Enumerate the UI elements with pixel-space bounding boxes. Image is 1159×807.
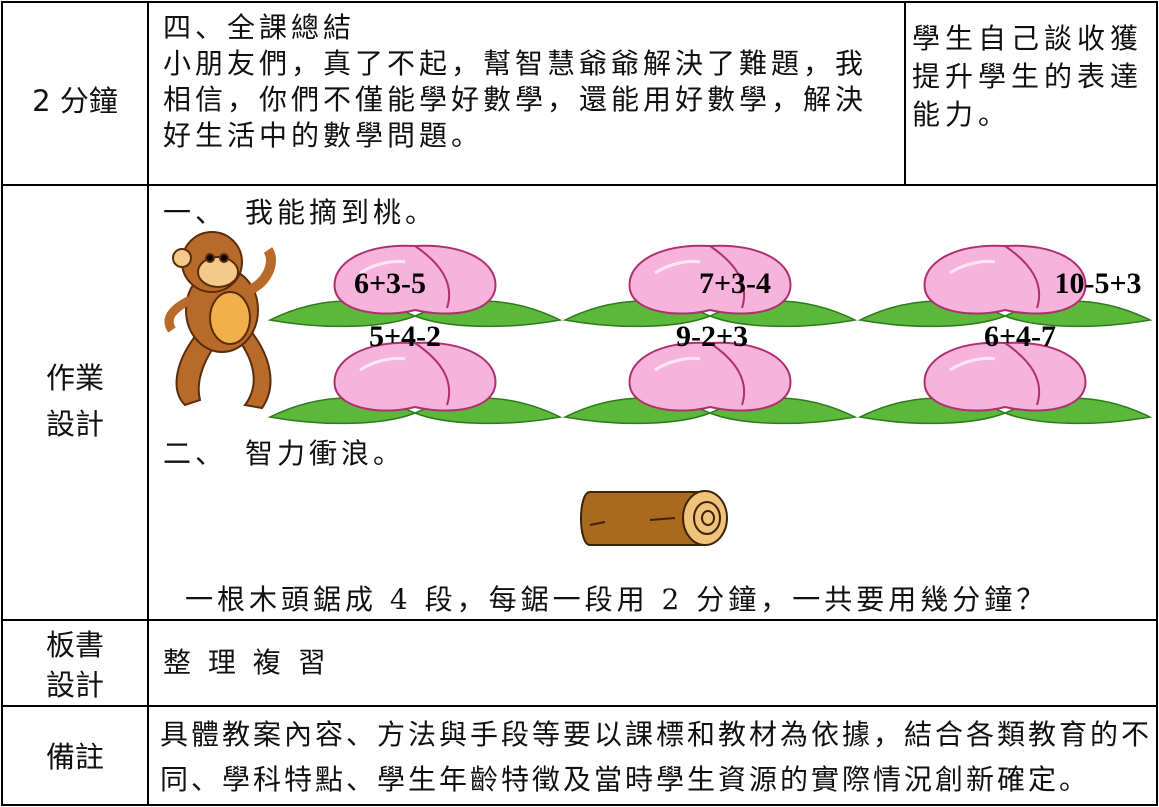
row-label: 作業 [45,361,104,395]
peach-label: 10-5+3 [1054,267,1141,300]
row-label: 板書 [45,628,104,662]
row-label: 設計 [45,668,104,702]
board-content: 整 理 複 習 [163,646,330,679]
section-heading: 四、全課總結 [163,11,356,44]
note: 學生自己談收獲提升學生的表達能力。 [912,22,1144,131]
row-label: 備註 [45,740,104,774]
peach-label: 6+4-7 [984,320,1056,353]
row-label: 設計 [45,407,104,441]
row-label: 2 分鐘 [32,84,118,118]
peach-label: 7+3-4 [699,267,771,300]
task-heading: 二、 智力衝浪。 [163,437,406,470]
peach-label: 6+3-5 [354,267,426,300]
peach-label: 9-2+3 [676,320,748,353]
monkey [164,231,276,410]
remark: 具體教案內容、方法與手段等要以課標和教材為依據，結合各類教育的不同、學科特點、學… [160,718,1153,796]
task-heading: 一、 我能摘到桃。 [163,196,438,229]
peach-label: 5+4-2 [369,320,441,353]
log [580,490,728,546]
peach-labels: 6+3-5 7+3-4 10-5+3 5+4-2 9-2+3 6+4-7 [354,267,1142,353]
question: 一根木頭鋸成 4 段，每鋸一段用 2 分鐘，一共要用幾分鐘？ [185,583,1049,616]
paragraph: 小朋友們，真了不起，幫智慧爺爺解決了難題，我相信，你們不僅能學好數學，還能用好數… [163,47,868,152]
